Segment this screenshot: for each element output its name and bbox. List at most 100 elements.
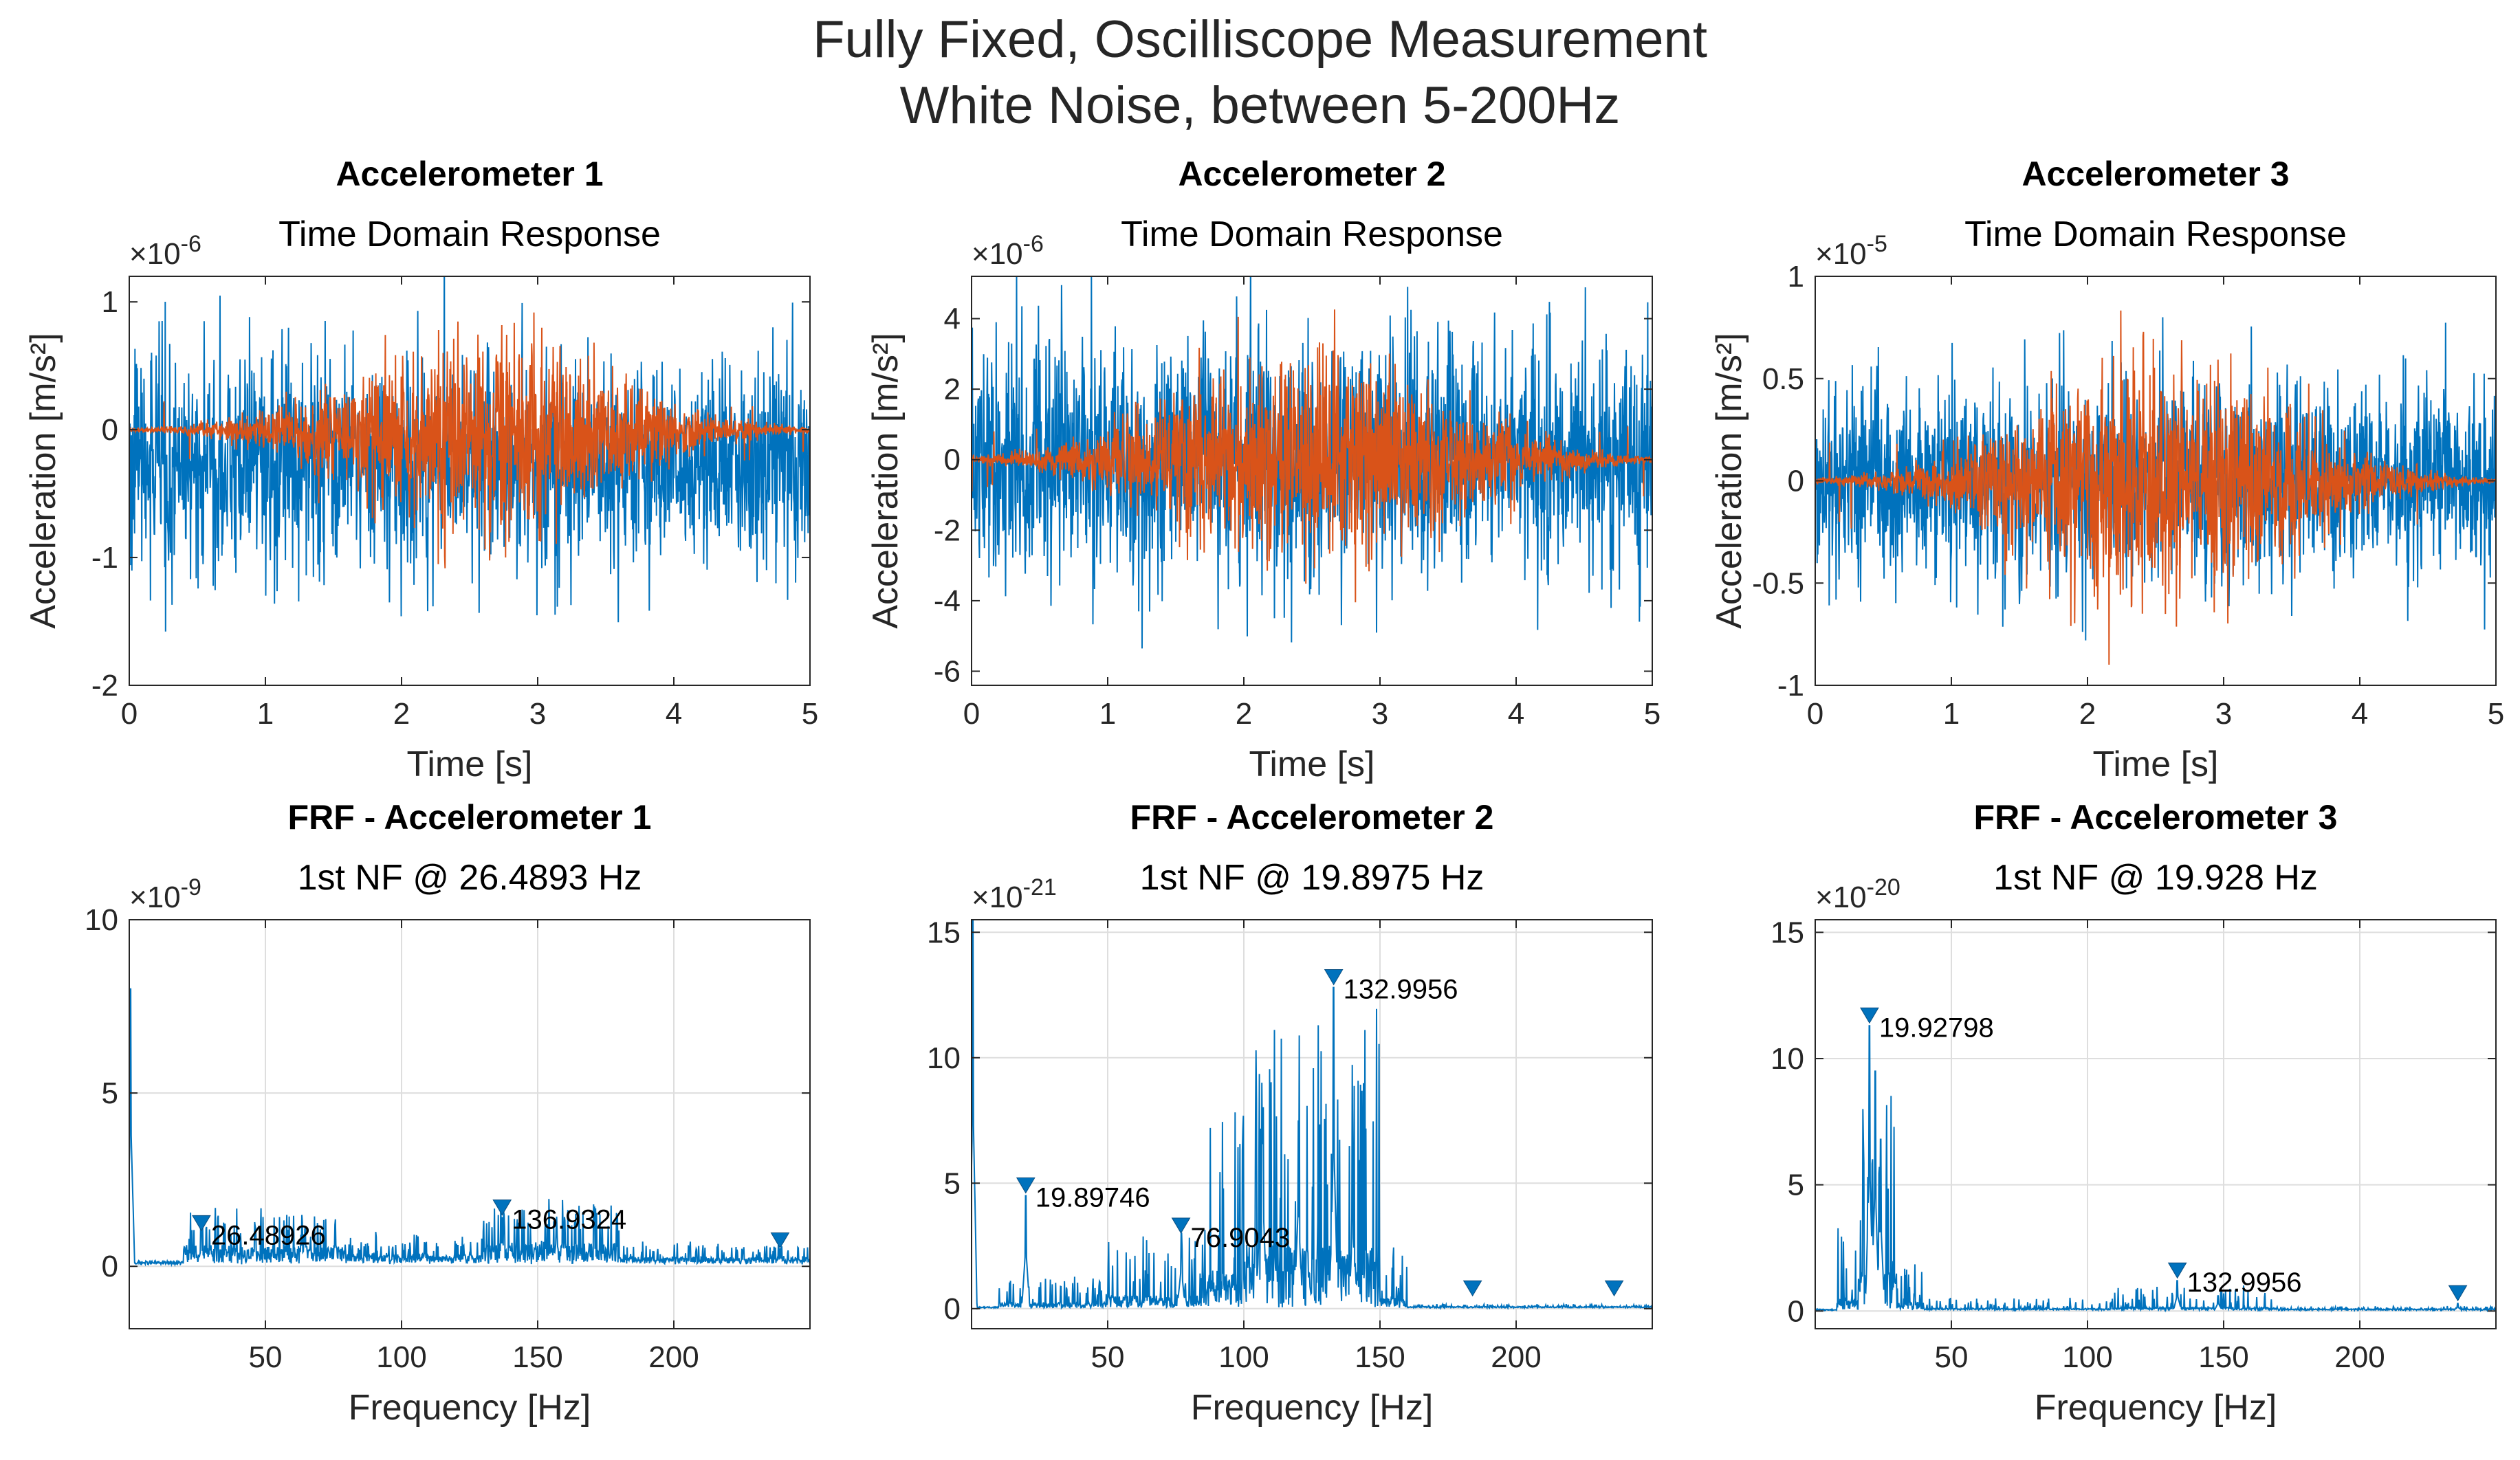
x-tick-label-4: 4 <box>1508 697 1524 731</box>
x-tick-label-3: 3 <box>1372 697 1388 731</box>
chart-6: 19.92798 132.9956 50 100 150 200 0 5 10 15 ×10-20 F… <box>1771 798 2497 1428</box>
chart-4: 26.48926 136.9324 50 100 150 200 0 5 10 ×10-9 FRF … <box>85 798 811 1428</box>
peak-label-1: 136.9324 <box>512 1205 626 1235</box>
x-tick-label-3: 200 <box>2334 1340 2385 1374</box>
chart-axes-box <box>971 919 1653 1329</box>
x-tick-label-2: 2 <box>393 697 410 731</box>
peak-marker-0 <box>1016 1177 1036 1194</box>
chart-2: 0 1 2 3 4 5 -6 -4 -2 0 2 4 ×10-6 Accelerometer 2 Time … <box>866 155 1661 784</box>
x-tick-label-3: 3 <box>529 697 546 731</box>
x-tick-label-2: 150 <box>1355 1340 1405 1374</box>
y-tick-label-4: 2 <box>944 373 961 406</box>
y-tick-label-2: 10 <box>1771 1042 1804 1076</box>
x-axis-label: Frequency [Hz] <box>349 1388 591 1428</box>
peak-label-0: 19.92798 <box>1879 1013 1994 1043</box>
y-tick-label-2: -2 <box>934 513 961 547</box>
y-axis-label: Acceleration [m/s²] <box>1709 333 1749 629</box>
x-tick-label-2: 150 <box>512 1340 562 1374</box>
peak-marker-3 <box>1462 1280 1482 1297</box>
x-tick-label-3: 3 <box>2215 697 2232 731</box>
y-tick-label-2: 10 <box>927 1041 961 1075</box>
x-tick-label-2: 2 <box>1236 697 1252 731</box>
x-tick-label-0: 50 <box>1091 1340 1125 1374</box>
peak-marker-1 <box>492 1199 512 1216</box>
peak-marker-2 <box>1324 969 1344 986</box>
x-tick-label-1: 100 <box>2062 1340 2112 1374</box>
chart-plot-area <box>972 276 1652 649</box>
peak-label-1: 76.9043 <box>1191 1223 1291 1253</box>
y-tick-label-0: 0 <box>102 1250 118 1283</box>
series-response-line <box>129 312 810 568</box>
peak-marker-0 <box>192 1215 211 1232</box>
peak-marker-2 <box>770 1232 790 1249</box>
x-tick-label-0: 50 <box>249 1340 283 1374</box>
x-tick-label-5: 5 <box>802 697 818 731</box>
x-tick-label-0: 50 <box>1935 1340 1969 1374</box>
chart-plot-area <box>129 276 810 632</box>
x-tick-label-5: 5 <box>2488 697 2504 731</box>
peak-label-2: 132.9956 <box>1344 975 1458 1005</box>
y-tick-label-2: 0 <box>1788 465 1804 498</box>
x-axis-label: Time [s] <box>2093 744 2219 784</box>
peak-label-1: 132.9956 <box>2187 1268 2302 1298</box>
y-tick-label-3: 0.5 <box>1762 362 1804 396</box>
x-tick-label-2: 2 <box>2079 697 2096 731</box>
peak-marker-2 <box>2448 1285 2468 1302</box>
chart-axes-box <box>971 276 1653 686</box>
x-tick-label-2: 150 <box>2198 1340 2248 1374</box>
chart-title: Accelerometer 2 <box>1178 155 1445 193</box>
y-tick-label-0: 0 <box>944 1292 961 1326</box>
y-tick-label-3: 15 <box>1771 916 1804 949</box>
x-tick-label-1: 100 <box>1218 1340 1269 1374</box>
y-tick-label-1: -4 <box>934 584 961 618</box>
y-tick-label-3: 0 <box>944 443 961 477</box>
y-tick-label-3: 15 <box>927 916 961 949</box>
x-tick-label-1: 100 <box>376 1340 426 1374</box>
peak-marker-1 <box>2167 1262 2187 1279</box>
x-tick-label-1: 1 <box>1943 697 1960 731</box>
chart-subtitle: Time Domain Response <box>1964 214 2347 254</box>
x-tick-label-4: 4 <box>2352 697 2368 731</box>
peak-marker-1 <box>1171 1217 1191 1234</box>
axis-multiplier: ×10-5 <box>1815 231 1887 271</box>
chart-axes-box <box>1815 919 2497 1329</box>
chart-title: Accelerometer 3 <box>2022 155 2289 193</box>
axis-multiplier: ×10-6 <box>972 231 1044 271</box>
chart-axes-box <box>129 276 811 686</box>
chart-subtitle: 1st NF @ 19.928 Hz <box>1993 858 2318 898</box>
chart-1: 0 1 2 3 4 5 -2 -1 0 1 ×10-6 Accelerometer 1 Time Dom… <box>23 155 818 784</box>
y-tick-label-1: -1 <box>91 541 118 575</box>
chart-subtitle: 1st NF @ 19.8975 Hz <box>1140 858 1484 898</box>
y-axis-label: Acceleration [m/s²] <box>23 333 63 629</box>
y-tick-label-3: 1 <box>102 285 118 319</box>
series-FRF-line <box>972 920 1652 1311</box>
axis-multiplier: ×10-21 <box>972 874 1057 914</box>
chart-3: 0 1 2 3 4 5 -1 -0.5 0 0.5 1 ×10-5 Accelerometer 3 Tim… <box>1709 155 2504 784</box>
y-tick-label-4: 1 <box>1788 260 1804 294</box>
y-axis-label: Acceleration [m/s²] <box>866 333 906 629</box>
x-tick-label-1: 1 <box>1099 697 1116 731</box>
chart-title: FRF - Accelerometer 1 <box>288 798 652 837</box>
x-tick-label-3: 200 <box>1491 1340 1541 1374</box>
y-tick-label-2: 0 <box>102 413 118 447</box>
peak-marker-4 <box>1604 1280 1624 1297</box>
peak-label-0: 26.48926 <box>211 1220 326 1250</box>
axis-multiplier: ×10-6 <box>129 231 201 271</box>
x-tick-label-0: 0 <box>1807 697 1823 731</box>
chart-subtitle: Time Domain Response <box>278 214 661 254</box>
x-tick-label-0: 0 <box>963 697 980 731</box>
y-tick-label-0: 0 <box>1788 1294 1804 1328</box>
series-FRF-line <box>129 988 810 1268</box>
x-axis-label: Time [s] <box>407 744 533 784</box>
y-tick-label-1: 5 <box>944 1166 961 1200</box>
y-tick-label-1: -0.5 <box>1752 566 1804 600</box>
peak-marker-0 <box>1860 1007 1879 1024</box>
chart-title: Accelerometer 1 <box>336 155 603 193</box>
peak-label-0: 19.89746 <box>1036 1183 1150 1213</box>
series-response-line <box>972 309 1652 603</box>
figure-title: Fully Fixed, Oscilliscope Measurement Wh… <box>0 7 2520 139</box>
y-tick-label-1: 5 <box>1788 1169 1804 1202</box>
chart-subtitle: Time Domain Response <box>1121 214 1503 254</box>
x-tick-label-5: 5 <box>1644 697 1661 731</box>
